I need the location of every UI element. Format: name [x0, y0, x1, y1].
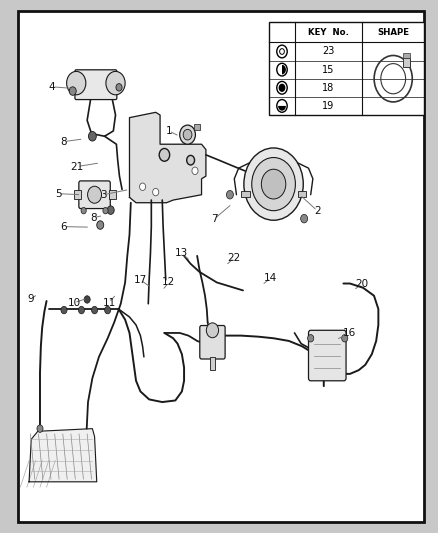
Text: 6: 6: [61, 222, 67, 232]
Circle shape: [192, 167, 198, 174]
Text: KEY  No.: KEY No.: [308, 28, 349, 37]
Text: 12: 12: [162, 278, 175, 287]
Text: 8: 8: [90, 213, 97, 223]
Polygon shape: [130, 112, 206, 203]
Text: 22: 22: [228, 253, 241, 263]
Bar: [403, 58, 410, 67]
Text: 18: 18: [322, 83, 335, 93]
Text: 11: 11: [102, 297, 116, 308]
Text: 9: 9: [27, 294, 34, 304]
Circle shape: [252, 158, 295, 211]
Circle shape: [116, 84, 122, 91]
Circle shape: [318, 344, 325, 351]
FancyBboxPatch shape: [79, 181, 110, 208]
Circle shape: [105, 306, 111, 314]
Circle shape: [97, 221, 104, 229]
Text: 21: 21: [71, 161, 84, 172]
Text: 4: 4: [49, 82, 56, 92]
Polygon shape: [29, 429, 97, 482]
FancyBboxPatch shape: [308, 330, 346, 381]
Circle shape: [261, 169, 286, 199]
Text: 13: 13: [175, 248, 188, 258]
Circle shape: [226, 190, 233, 199]
Bar: [269, 22, 424, 115]
Circle shape: [67, 71, 86, 95]
Text: 10: 10: [67, 297, 81, 308]
Text: 23: 23: [322, 46, 335, 56]
Text: 8: 8: [61, 136, 67, 147]
Circle shape: [84, 296, 90, 303]
Circle shape: [206, 323, 219, 338]
Wedge shape: [282, 65, 286, 75]
Text: 1: 1: [166, 126, 172, 136]
Circle shape: [78, 306, 85, 314]
Circle shape: [107, 206, 114, 214]
Circle shape: [244, 148, 303, 220]
Text: 15: 15: [322, 64, 335, 75]
Circle shape: [152, 188, 159, 196]
Bar: [241, 191, 250, 197]
Text: 17: 17: [134, 275, 147, 285]
Circle shape: [187, 156, 194, 165]
Circle shape: [159, 149, 170, 161]
Circle shape: [183, 130, 192, 140]
Circle shape: [88, 186, 102, 203]
Text: 5: 5: [55, 189, 62, 199]
Circle shape: [103, 207, 108, 214]
Wedge shape: [278, 106, 286, 111]
Circle shape: [88, 132, 96, 141]
Circle shape: [279, 84, 286, 92]
Text: 14: 14: [264, 273, 277, 283]
Circle shape: [342, 335, 348, 342]
Text: 3: 3: [100, 190, 106, 200]
Circle shape: [106, 71, 125, 95]
FancyBboxPatch shape: [75, 70, 117, 100]
Circle shape: [180, 125, 195, 144]
Circle shape: [140, 183, 146, 190]
FancyBboxPatch shape: [200, 326, 225, 359]
Text: 19: 19: [322, 101, 335, 111]
Bar: [297, 191, 306, 197]
Circle shape: [300, 214, 307, 223]
Bar: [74, 190, 81, 199]
Bar: [194, 124, 200, 131]
Text: SHAPE: SHAPE: [377, 28, 409, 37]
Circle shape: [69, 87, 76, 95]
Bar: [109, 190, 116, 199]
Circle shape: [307, 335, 314, 342]
Bar: [210, 357, 215, 370]
Text: 7: 7: [211, 214, 218, 224]
Text: 16: 16: [343, 328, 356, 338]
Bar: [403, 53, 410, 58]
Text: 20: 20: [356, 279, 369, 288]
Circle shape: [92, 306, 98, 314]
Circle shape: [61, 306, 67, 314]
Circle shape: [81, 207, 86, 214]
Circle shape: [37, 425, 43, 432]
Text: 2: 2: [314, 206, 321, 216]
